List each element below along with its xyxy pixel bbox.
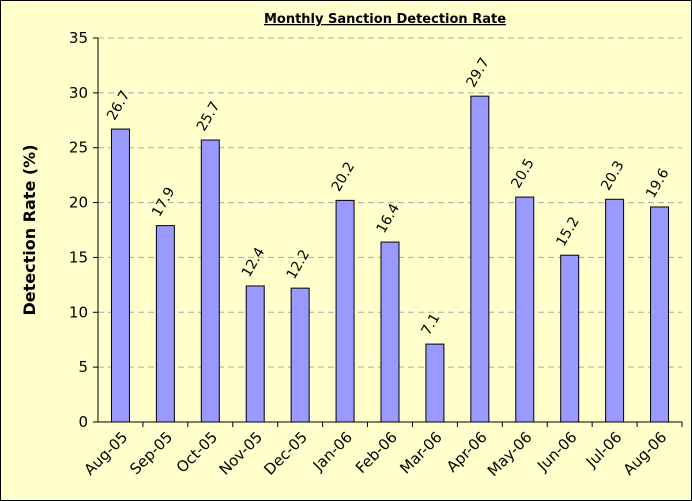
y-tick-label: 20: [69, 194, 88, 212]
bar: [155, 225, 175, 423]
y-tick-label: 25: [69, 139, 88, 157]
y-tick-label: 30: [69, 84, 88, 102]
bar: [560, 254, 580, 423]
y-tick-label: 5: [78, 358, 88, 376]
bar: [380, 241, 400, 423]
bar: [245, 285, 265, 423]
bar: [335, 199, 355, 423]
y-tick-label: 10: [69, 303, 88, 321]
y-tick-label: 15: [69, 248, 88, 266]
y-tick-label: 35: [69, 29, 88, 47]
y-tick-label: 0: [78, 413, 88, 431]
y-axis-label: Detection Rate (%): [20, 144, 39, 315]
bar: [290, 287, 310, 423]
bar: [200, 139, 220, 423]
bar: [605, 198, 625, 423]
bar: [470, 95, 490, 423]
bar: [515, 196, 535, 423]
bar: [110, 128, 130, 423]
bar: [650, 206, 670, 423]
chart-title: Monthly Sanction Detection Rate: [264, 12, 506, 27]
bar: [425, 343, 445, 423]
